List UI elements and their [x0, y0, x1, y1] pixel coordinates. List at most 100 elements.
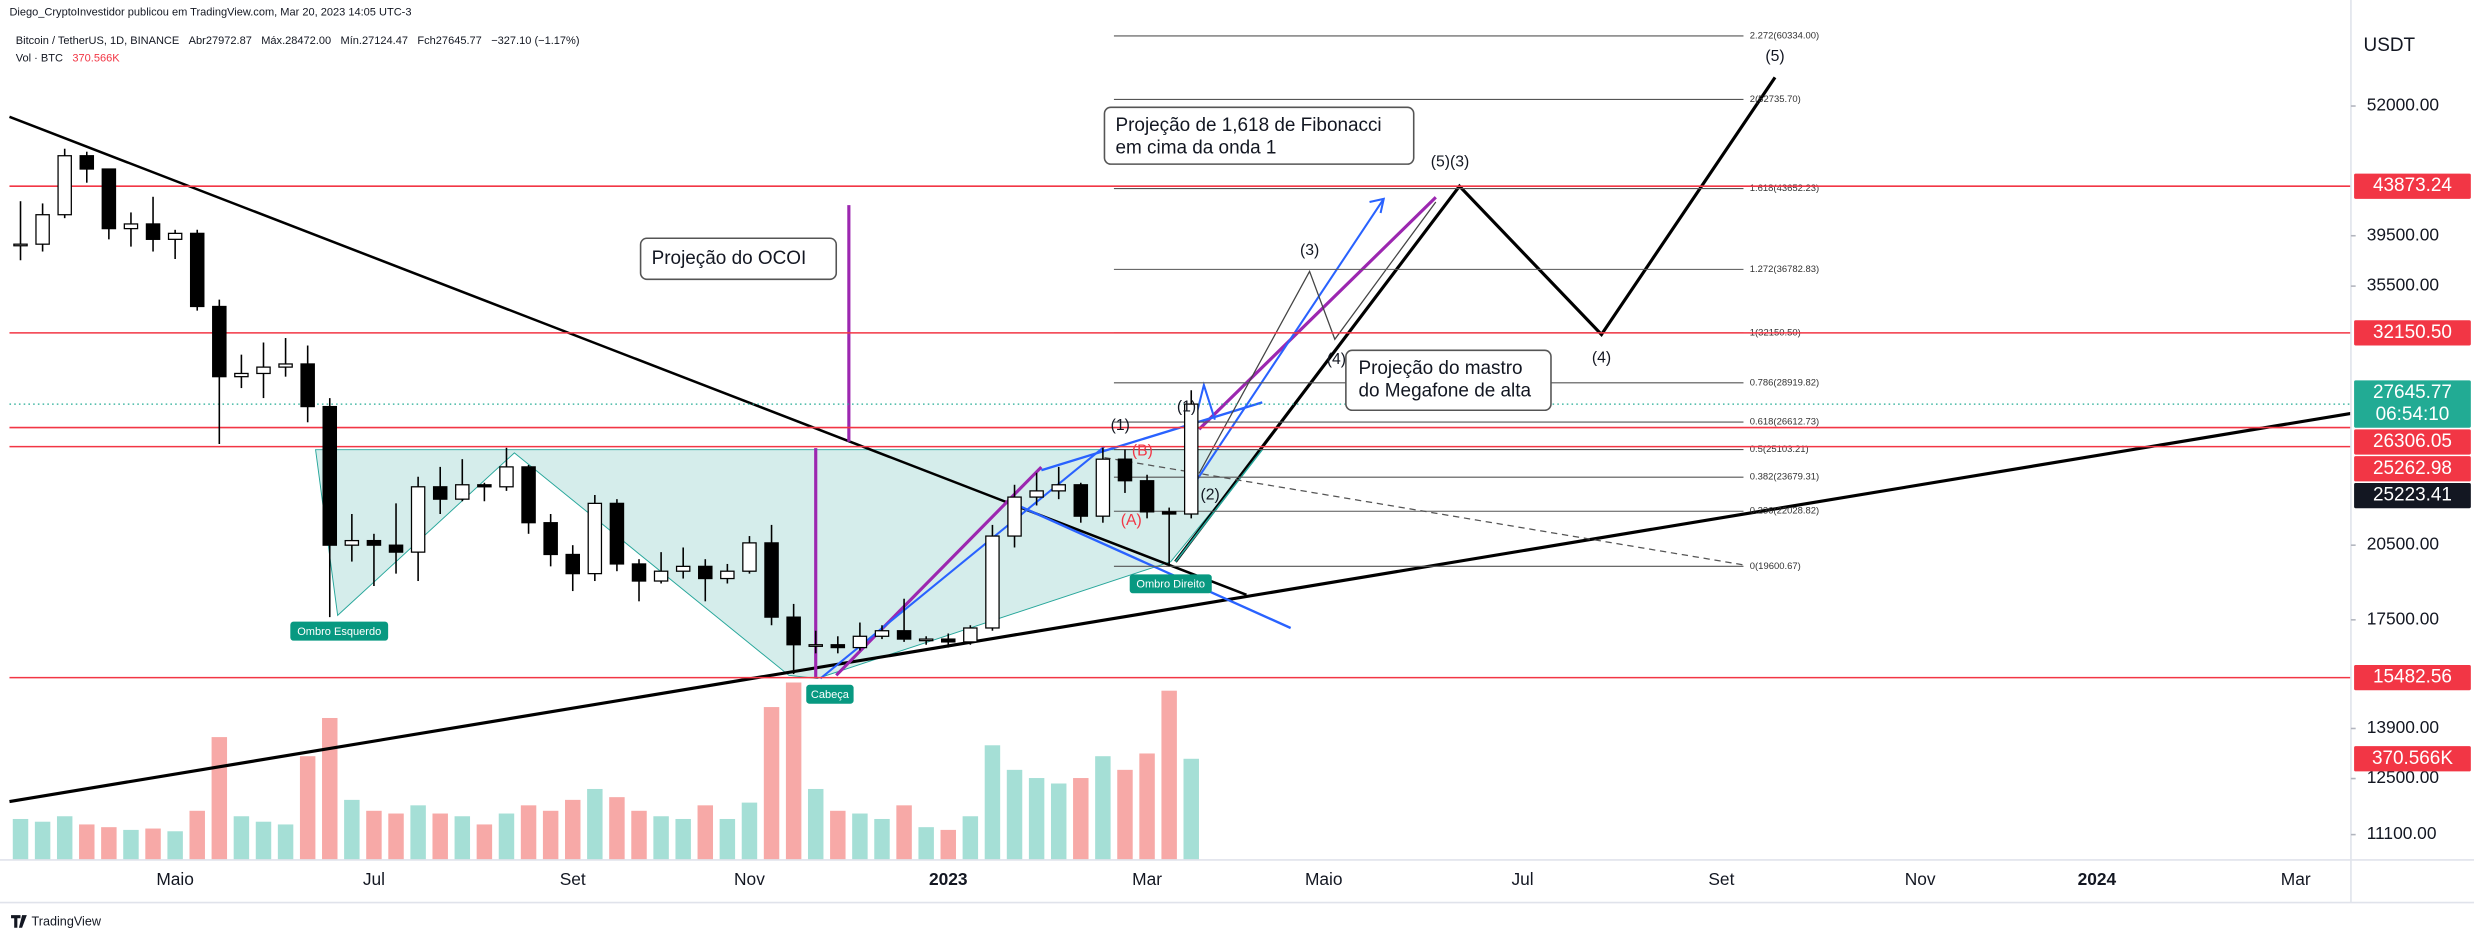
candle-body	[896, 630, 912, 640]
megaphone-line	[1009, 500, 1292, 630]
volume-bar	[101, 827, 117, 860]
candle-body	[565, 553, 581, 575]
volume-bar	[167, 831, 183, 860]
volume-bar	[1117, 769, 1133, 860]
price-tag	[2354, 173, 2471, 199]
volume-bar	[410, 805, 426, 860]
candle-body	[1051, 484, 1066, 492]
wave-label: (4)	[1592, 349, 1611, 366]
candles	[13, 148, 1199, 675]
candle-body	[1117, 458, 1133, 482]
volume-tag	[2354, 746, 2471, 772]
volume-bar	[520, 805, 537, 860]
pattern-label: Ombro Direito	[1136, 579, 1205, 591]
volume-bar	[1161, 690, 1177, 860]
volume-bar	[476, 824, 493, 860]
candle-body	[1073, 484, 1089, 517]
pattern-badge	[290, 621, 389, 641]
price-tag-label: 32150.50	[2373, 322, 2452, 343]
callout-box	[1345, 349, 1552, 412]
volume-pane	[12, 682, 1199, 860]
volume-bar	[123, 829, 139, 860]
volume-bar	[388, 813, 404, 860]
fib-label: 2.272(60334.00)	[1750, 30, 1819, 41]
candle-body	[300, 363, 315, 408]
volume-bar	[984, 745, 1001, 860]
volume-bar	[918, 827, 934, 860]
y-tick-label: 35500.00	[2367, 275, 2439, 295]
x-tick-label: Mar	[1132, 869, 1162, 889]
y-tick-label: 20500.00	[2367, 534, 2439, 554]
volume-bar	[322, 717, 338, 860]
wave-label: (1)	[1111, 417, 1130, 434]
fib-label: 0.786(28919.82)	[1750, 377, 1819, 388]
price-tag	[2354, 320, 2471, 346]
volume-bar	[1139, 753, 1155, 860]
channel-line	[1198, 196, 1437, 431]
trend-line	[9, 411, 2352, 804]
volume-bar	[609, 797, 625, 860]
price-tag	[2354, 482, 2471, 509]
pattern-label: Cabeça	[811, 689, 850, 701]
candle-body	[720, 570, 735, 580]
ohlc-change: −327.10 (−1.17%)	[491, 35, 579, 47]
volume-bar	[874, 818, 890, 860]
ohlc-line: Bitcoin / TetherUS, 1D, BINANCE Abr27972…	[16, 35, 580, 47]
volume-bar	[675, 818, 691, 860]
fib-label: 2(52735.70)	[1750, 94, 1801, 105]
candle-body	[675, 565, 691, 572]
price-unit: USDT	[2364, 35, 2416, 56]
volume-bar	[56, 816, 73, 860]
y-tick-label: 17500.00	[2367, 608, 2439, 628]
candle-body	[234, 372, 249, 378]
candle-body	[344, 539, 360, 546]
fib-label: 1.272(36782.83)	[1750, 264, 1819, 275]
candle-body	[1183, 403, 1199, 515]
volume-bar	[896, 805, 912, 860]
footer: TradingView	[11, 915, 102, 929]
wave-label: (3)	[1300, 242, 1319, 259]
candle-body	[587, 502, 603, 575]
ohlc-open: Abr27972.87	[189, 35, 252, 47]
volume-bar	[631, 810, 647, 860]
volume-bar	[189, 810, 205, 860]
candle-body	[874, 630, 890, 637]
callout-text: Projeção do mastro	[1358, 358, 1522, 379]
volume-bar	[255, 821, 272, 860]
arrow-head	[1369, 197, 1386, 214]
volume-bar	[211, 737, 228, 860]
candle-body	[918, 638, 934, 642]
x-tick-label: Nov	[1905, 869, 1936, 889]
price-tag-label: 27645.77	[2373, 382, 2452, 403]
wave-label: (5)(3)	[1431, 154, 1470, 171]
candle-body	[145, 223, 161, 240]
volume-bar	[1006, 769, 1023, 860]
x-tick-label: Nov	[734, 869, 765, 889]
candle-body	[432, 486, 448, 500]
fib-label: 0.236(22028.82)	[1750, 506, 1819, 517]
candle-body	[698, 565, 713, 580]
wave-label: (1)	[1177, 398, 1196, 415]
volume-bar	[1028, 778, 1045, 860]
price-tag-label: 15482.56	[2373, 667, 2452, 688]
wave-projection	[1198, 201, 1437, 474]
volume-bar	[366, 810, 382, 860]
candle-body	[543, 522, 558, 556]
volume-bar	[1073, 778, 1089, 860]
volume-bar	[145, 828, 161, 860]
candle-body	[1161, 511, 1177, 515]
volume-bar	[498, 813, 515, 860]
candle-body	[764, 542, 779, 618]
price-tag-label: 43873.24	[2373, 175, 2452, 196]
annotations: Projeção do OCOI Projeção de 1,618 de Fi…	[290, 48, 1785, 704]
volume-bar	[34, 821, 51, 860]
candle-body	[35, 214, 50, 245]
candle-body	[742, 542, 757, 572]
price-tag-label: 26306.05	[2373, 431, 2452, 452]
volume-bar	[432, 813, 448, 860]
fib-label: 0.5(25103.21)	[1750, 444, 1809, 455]
volume-bar	[653, 816, 669, 860]
brand-name: TradingView	[32, 915, 102, 929]
callout-text: do Megafone de alta	[1358, 380, 1531, 401]
